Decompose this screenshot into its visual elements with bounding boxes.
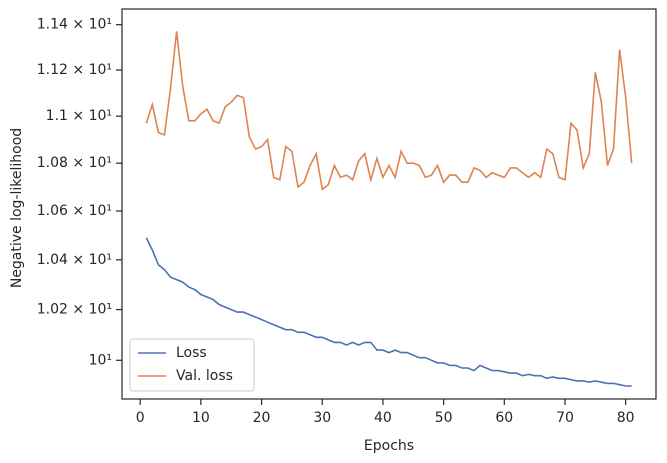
y-tick-label: 10¹ [89,352,112,368]
legend-box [129,338,255,392]
y-tick-label: 1.04 × 10¹ [37,252,112,268]
y-tick-label: 1.02 × 10¹ [37,302,112,318]
legend: Loss Val. loss [129,338,255,392]
y-tick-label: 1.06 × 10¹ [37,203,112,219]
x-tick-label: 60 [495,410,513,426]
x-tick-label: 50 [435,410,453,426]
y-axis-label: Negative log-likelihood [9,128,25,288]
y-tick-label: 1.12 × 10¹ [37,62,112,78]
line [145,31,633,191]
x-tick-label: 20 [253,410,271,426]
x-tick-label: 30 [313,410,331,426]
x-tick-label: 70 [556,410,574,426]
x-tick-label: 10 [192,410,210,426]
x-tick-label: 0 [136,410,145,426]
line [145,237,632,387]
y-tick-label: 1.14 × 10¹ [37,17,112,33]
legend-label: Val. loss [176,368,233,384]
x-tick-label: 80 [617,410,635,426]
x-tick-label: 40 [374,410,392,426]
y-tick-label: 1.08 × 10¹ [37,155,112,171]
legend-label: Loss [176,345,207,361]
x-axis-label: Epochs [364,438,414,454]
plot-frame [121,8,657,400]
y-tick-label: 1.1 × 10¹ [46,108,112,124]
